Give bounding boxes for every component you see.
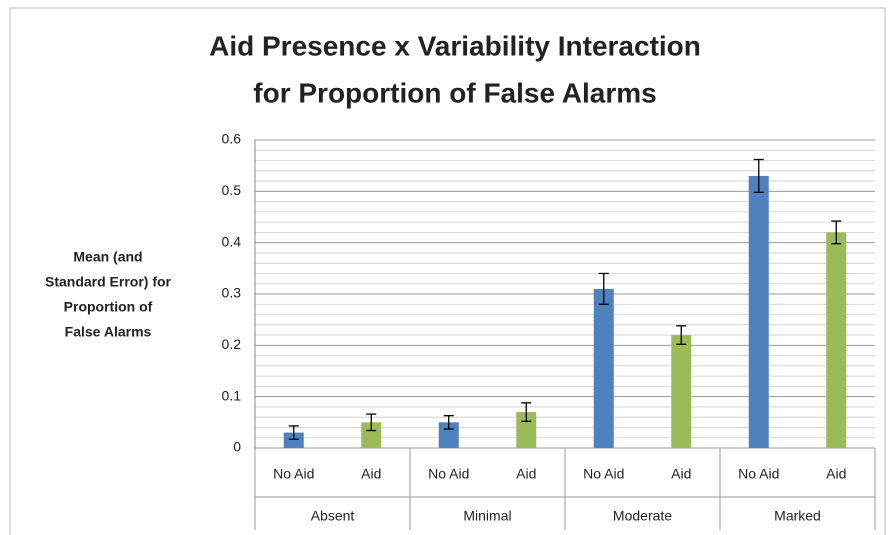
y-tick-label: 0.6 <box>222 131 242 147</box>
y-axis-label: Proportion of <box>64 299 153 315</box>
x-group-label: Minimal <box>463 508 511 524</box>
y-tick-label: 0.1 <box>222 387 242 403</box>
y-axis-label: Mean (and <box>73 249 142 265</box>
y-tick-label: 0.3 <box>222 285 242 301</box>
x-group-label: Absent <box>311 508 355 524</box>
x-tick-label: No Aid <box>273 466 314 482</box>
bar <box>671 335 692 448</box>
bar <box>361 422 382 448</box>
y-tick-label: 0.4 <box>222 233 242 249</box>
chart-title: for Proportion of False Alarms <box>253 77 656 108</box>
x-tick-label: No Aid <box>738 466 779 482</box>
x-tick-label: Aid <box>516 466 536 482</box>
x-tick-label: Aid <box>671 466 691 482</box>
y-tick-label: 0 <box>233 439 241 455</box>
x-tick-label: Aid <box>826 466 846 482</box>
chart-title: Aid Presence x Variability Interaction <box>209 30 701 61</box>
bar <box>748 175 769 448</box>
y-tick-label: 0.5 <box>222 182 242 198</box>
x-group-label: Moderate <box>613 508 672 524</box>
y-axis-label: False Alarms <box>65 324 152 340</box>
x-tick-label: Aid <box>361 466 381 482</box>
bar <box>826 232 847 448</box>
x-tick-label: No Aid <box>583 466 624 482</box>
x-tick-label: No Aid <box>428 466 469 482</box>
y-axis-label: Standard Error) for <box>45 274 172 290</box>
bar <box>593 288 614 448</box>
y-tick-label: 0.2 <box>222 336 242 352</box>
bar <box>283 432 304 448</box>
x-group-label: Marked <box>774 508 821 524</box>
